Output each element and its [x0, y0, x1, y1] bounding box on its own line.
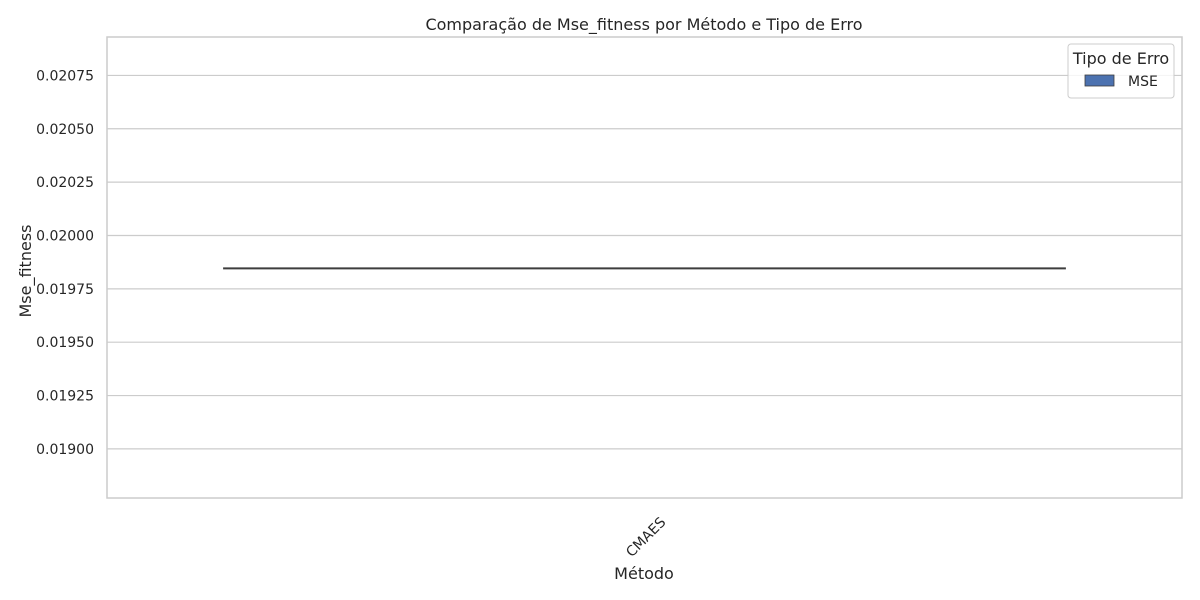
- y-tick-label: 0.01950: [36, 335, 94, 351]
- y-axis-ticks: 0.01900 0.01925 0.01950 0.01975 0.02000 0.020…: [36, 68, 94, 457]
- y-tick-label: 0.02075: [36, 68, 94, 84]
- x-tick-label: CMAES: [623, 514, 669, 560]
- legend: Tipo de Erro MSE: [1067, 43, 1175, 99]
- y-tick-label: 0.02000: [36, 228, 94, 244]
- x-axis-ticks: CMAES: [623, 514, 669, 560]
- legend-label: MSE: [1128, 74, 1158, 90]
- y-tick-label: 0.01975: [36, 282, 94, 298]
- y-tick-label: 0.01900: [36, 442, 94, 458]
- y-tick-label: 0.02050: [36, 122, 94, 138]
- legend-swatch: [1084, 74, 1115, 87]
- chart-title: Comparação de Mse_fitness por Método e T…: [425, 15, 862, 35]
- y-tick-label: 0.01925: [36, 389, 94, 405]
- x-axis-title: Método: [614, 564, 674, 583]
- plot-frame: [106, 36, 1183, 499]
- y-axis-title: Mse_fitness: [16, 225, 36, 318]
- legend-title: Tipo de Erro: [1072, 49, 1169, 68]
- grid-lines: [107, 74, 1182, 450]
- y-tick-label: 0.02025: [36, 175, 94, 191]
